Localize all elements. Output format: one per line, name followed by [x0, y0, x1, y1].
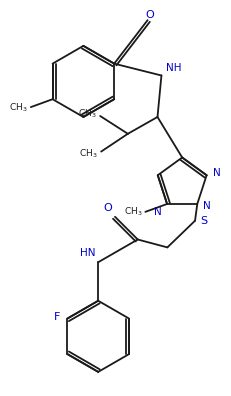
Text: CH$_3$: CH$_3$ [9, 102, 28, 114]
Text: S: S [200, 216, 207, 226]
Text: F: F [54, 312, 61, 322]
Text: CH$_3$: CH$_3$ [79, 147, 97, 160]
Text: HN: HN [80, 248, 95, 258]
Text: N: N [213, 168, 220, 178]
Text: O: O [103, 203, 112, 213]
Text: N: N [154, 207, 162, 217]
Text: CH$_3$: CH$_3$ [78, 108, 96, 120]
Text: CH$_3$: CH$_3$ [124, 206, 142, 218]
Text: NH: NH [166, 63, 182, 72]
Text: O: O [145, 10, 154, 20]
Text: N: N [203, 201, 211, 211]
